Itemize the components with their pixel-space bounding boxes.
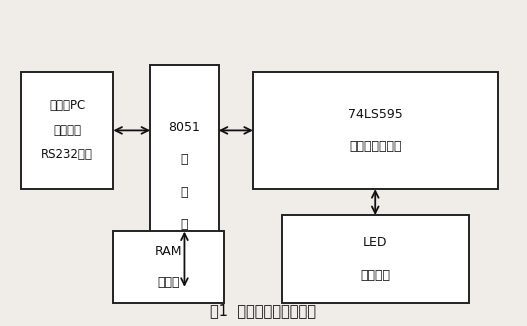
Text: RS232接口: RS232接口 [41,148,93,161]
Bar [253,72,498,189]
Text: RAM: RAM [155,245,182,258]
Text: 机通信的: 机通信的 [53,124,81,137]
Text: 8051: 8051 [169,121,200,134]
Text: 图1  下位机硬件系统框图: 图1 下位机硬件系统框图 [210,303,317,318]
Text: 存储器: 存储器 [158,276,180,289]
Text: 片: 片 [181,186,188,199]
Bar [282,215,469,303]
Text: 机: 机 [181,218,188,231]
Bar [21,72,113,189]
Bar [113,231,224,303]
Text: 驱动及控制阵列: 驱动及控制阵列 [349,140,402,153]
Text: 与上位PC: 与上位PC [49,99,85,112]
Text: 74LS595: 74LS595 [348,108,403,121]
Text: 显示点阵: 显示点阵 [360,269,391,282]
Text: LED: LED [363,236,388,249]
Text: 单: 单 [181,153,188,166]
Bar [150,65,219,287]
